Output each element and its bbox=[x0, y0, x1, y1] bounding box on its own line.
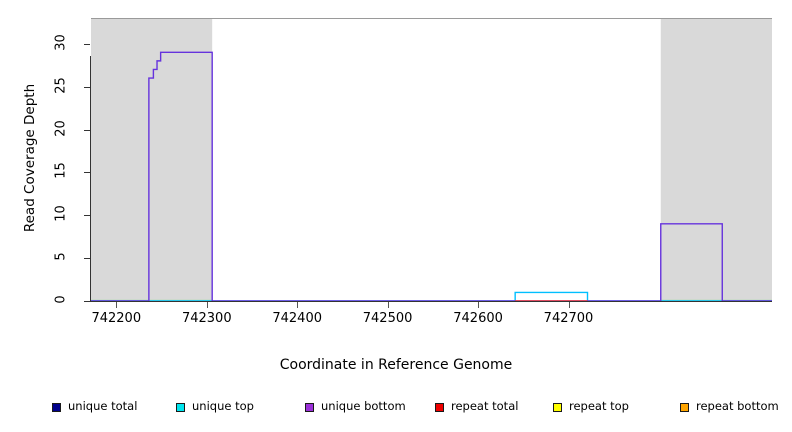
x-tick bbox=[478, 302, 480, 308]
legend-label: repeat bottom bbox=[696, 399, 779, 414]
y-tick bbox=[84, 86, 90, 88]
x-tick-label: 742500 bbox=[362, 311, 413, 326]
x-tick-label: 742400 bbox=[272, 311, 322, 326]
legend-swatch-icon bbox=[435, 402, 444, 412]
y-tick bbox=[84, 172, 90, 174]
legend-swatch-icon bbox=[680, 402, 689, 412]
y-tick bbox=[84, 301, 90, 302]
x-tick-label: 742600 bbox=[453, 311, 503, 326]
x-tick-label: 742700 bbox=[543, 311, 594, 326]
legend-swatch-icon bbox=[305, 402, 314, 412]
y-tick-label: 10 bbox=[53, 205, 69, 222]
y-tick bbox=[84, 258, 90, 260]
x-tick bbox=[116, 302, 118, 308]
plot-canvas bbox=[91, 18, 772, 301]
legend-label: unique bottom bbox=[321, 399, 406, 414]
data-series-layer bbox=[91, 51, 772, 301]
y-tick bbox=[84, 215, 90, 217]
shaded-regions-layer bbox=[91, 19, 772, 301]
legend-label: repeat top bbox=[569, 399, 629, 414]
legend-swatch-icon bbox=[52, 402, 61, 412]
x-tick bbox=[568, 302, 570, 308]
y-tick bbox=[84, 43, 90, 45]
legend-item-unique-bottom[interactable]: unique bottom bbox=[305, 398, 406, 416]
x-tick-label: 742300 bbox=[181, 311, 232, 326]
legend-label: repeat total bbox=[451, 399, 519, 414]
legend: unique total unique top unique bottom repea… bbox=[0, 398, 792, 418]
legend-label: unique total bbox=[68, 399, 138, 414]
legend-item-repeat-top[interactable]: repeat top bbox=[553, 398, 629, 416]
y-tick-label: 0 bbox=[53, 295, 69, 304]
y-tick-label: 25 bbox=[53, 76, 69, 94]
x-tick bbox=[206, 302, 208, 308]
x-tick bbox=[387, 302, 389, 308]
x-tick-label: 742200 bbox=[91, 311, 142, 326]
y-tick-label: 30 bbox=[53, 33, 69, 51]
legend-label: unique top bbox=[192, 399, 254, 414]
legend-swatch-icon bbox=[176, 402, 185, 412]
x-tick bbox=[297, 302, 299, 308]
y-tick bbox=[84, 129, 90, 131]
y-axis-line bbox=[90, 56, 91, 302]
shaded-region bbox=[660, 19, 772, 301]
legend-item-repeat-total[interactable]: repeat total bbox=[435, 398, 518, 416]
plot-area bbox=[91, 18, 772, 301]
legend-item-repeat-bottom[interactable]: repeat bottom bbox=[680, 398, 779, 416]
x-axis-title: Coordinate in Reference Genome bbox=[279, 357, 513, 373]
legend-item-unique-top[interactable]: unique top bbox=[176, 398, 254, 416]
series-unique-top bbox=[91, 291, 772, 301]
shaded-region bbox=[91, 19, 213, 301]
x-axis-line bbox=[91, 301, 772, 302]
series-unique-bottom bbox=[91, 51, 772, 301]
y-tick-label: 20 bbox=[53, 119, 69, 137]
legend-swatch-icon bbox=[553, 402, 562, 412]
y-tick-label: 5 bbox=[53, 252, 69, 261]
y-tick-label: 15 bbox=[53, 162, 69, 180]
legend-item-unique-total[interactable]: unique total bbox=[52, 398, 137, 416]
y-axis-title: Read Coverage Depth bbox=[22, 83, 38, 233]
